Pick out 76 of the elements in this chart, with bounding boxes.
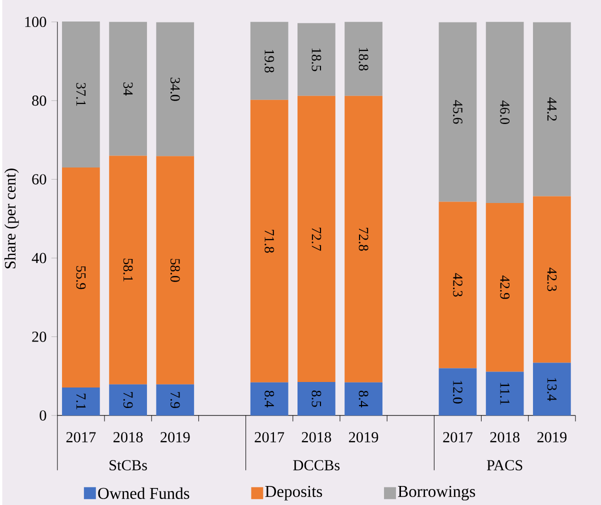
bar [344,382,382,416]
bar [250,382,288,416]
legend-label: Borrowings [398,486,476,500]
data-label: 46.0 [500,100,510,124]
data-label: 55.9 [76,266,86,290]
data-label: 11.1 [500,382,510,405]
bar [532,196,571,363]
data-label: 34 [123,82,133,96]
data-label: 34.0 [170,78,180,101]
x-tick-label: 2018 [302,432,332,442]
data-label: 7.1 [76,394,86,410]
y-tick-label: 60 [32,174,46,184]
data-label: 19.8 [264,50,274,72]
bar [486,202,524,372]
y-tick-label: 40 [32,252,46,264]
bar [438,202,477,368]
data-label: 8.4 [358,390,368,408]
x-tick-label: 2017 [443,432,472,442]
data-label: 8.5 [312,390,322,407]
legend-label: Owned Funds [98,487,190,499]
x-tick-label: 2018 [490,432,520,442]
bar [62,21,100,168]
bar [250,22,288,100]
bar [62,387,100,416]
data-label: 12.0 [453,380,462,404]
bar [156,384,194,416]
data-label: 42.3 [453,273,462,297]
bar [438,22,477,202]
bar [344,22,382,96]
data-label: 45.6 [453,100,462,124]
data-label: 7.9 [170,392,180,408]
data-label: 18.5 [312,48,322,72]
x-tick-label: 2017 [66,432,96,442]
y-axis-title: Share (per cent) [4,168,19,268]
bar [298,382,336,416]
bar [438,368,477,416]
x-tick-label: 2017 [254,432,284,442]
data-label: 8.4 [264,390,274,408]
bar [298,96,336,382]
y-tick-label: 80 [32,95,46,106]
x-tick-label: 2019 [537,432,566,442]
data-label: 72.7 [312,228,322,251]
data-label: 37.1 [76,82,86,106]
data-label: 58.1 [123,258,133,282]
bar [109,156,147,384]
data-label: 44.2 [547,97,557,121]
bar [109,22,147,156]
bar [344,96,382,382]
bar [298,23,336,96]
y-tick-label: 0 [40,410,46,421]
data-label: 7.9 [123,392,133,408]
bar [156,156,194,384]
data-label: 42.9 [500,275,510,299]
text: StCBs [110,460,147,470]
bar [109,384,147,416]
x-tick-label: 2019 [160,432,190,442]
data-label: 71.8 [264,230,274,253]
bar [250,100,288,382]
bar [532,22,571,196]
y-tick-label: 20 [32,332,46,342]
legend-label: Deposits [265,486,322,500]
y-tick-label: 100 [25,16,46,27]
text: DCCBs [293,460,340,470]
bar [156,22,194,156]
bar [532,362,571,416]
bar [486,372,524,416]
data-label: 42.3 [547,268,557,292]
bar [62,167,100,388]
data-label: 58.0 [170,258,180,282]
x-tick-label: 2019 [348,432,378,442]
x-tick-label: 2018 [113,432,143,442]
text: PACS [486,460,522,470]
data-label: 13.4 [547,378,557,401]
data-label: 72.8 [358,228,368,251]
data-label: 18.8 [358,48,368,70]
bar [486,22,524,203]
